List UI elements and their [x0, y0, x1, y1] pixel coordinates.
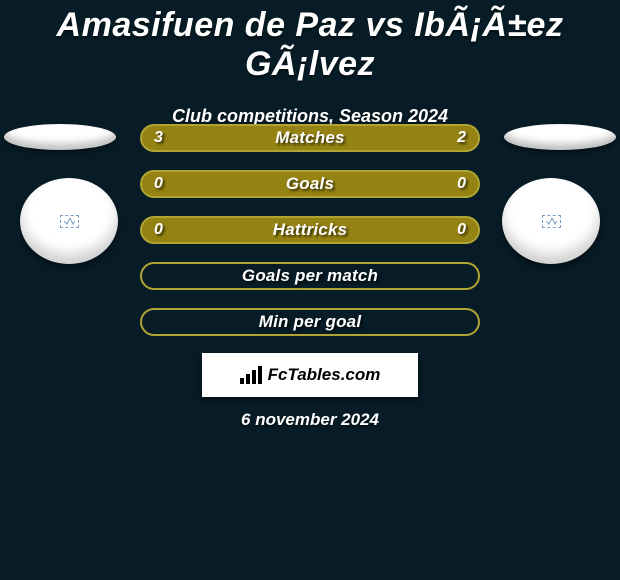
stat-row-goals: 0 Goals 0 [140, 170, 480, 198]
page-title: Amasifuen de Paz vs IbÃ¡Ã±ez GÃ¡lvez [0, 0, 620, 84]
player-right-badge [502, 178, 600, 264]
stat-right-value: 0 [457, 175, 466, 193]
stat-left-value: 0 [154, 175, 163, 193]
stat-right-value: 0 [457, 221, 466, 239]
stat-label: Goals [286, 174, 334, 194]
comparison-card: Amasifuen de Paz vs IbÃ¡Ã±ez GÃ¡lvez Clu… [0, 0, 620, 580]
player-left-ellipse [4, 124, 116, 150]
stat-row-hattricks: 0 Hattricks 0 [140, 216, 480, 244]
logo-text: FcTables.com [268, 365, 381, 385]
stat-label: Matches [275, 128, 344, 148]
player-right-ellipse [504, 124, 616, 150]
logo-panel: FcTables.com [202, 353, 418, 397]
stat-label: Min per goal [259, 312, 362, 332]
bars-icon [240, 366, 264, 384]
player-left-badge [20, 178, 118, 264]
stat-row-matches: 3 Matches 2 [140, 124, 480, 152]
stats-rows: 3 Matches 2 0 Goals 0 0 Hattricks 0 Goal… [140, 124, 480, 354]
stat-label: Hattricks [273, 220, 348, 240]
stat-label: Goals per match [242, 266, 378, 286]
stat-row-min-per-goal: Min per goal [140, 308, 480, 336]
stat-row-goals-per-match: Goals per match [140, 262, 480, 290]
date-text: 6 november 2024 [0, 410, 620, 430]
flag-placeholder-icon [542, 215, 561, 228]
fctables-logo: FcTables.com [240, 365, 381, 385]
flag-placeholder-icon [60, 215, 79, 228]
stat-left-value: 3 [154, 129, 163, 147]
stat-left-value: 0 [154, 221, 163, 239]
stat-right-value: 2 [457, 129, 466, 147]
